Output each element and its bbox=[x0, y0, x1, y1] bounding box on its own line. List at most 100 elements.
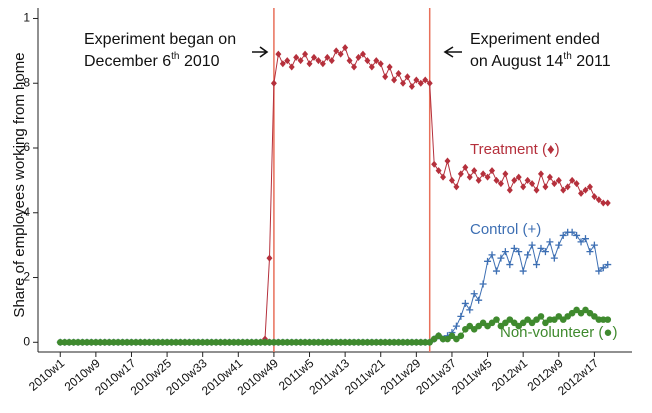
marker bbox=[270, 79, 277, 87]
marker bbox=[533, 186, 540, 194]
marker bbox=[510, 244, 518, 252]
marker bbox=[440, 173, 447, 181]
marker bbox=[266, 254, 273, 262]
y-tick-label: 1 bbox=[23, 11, 30, 25]
marker bbox=[541, 248, 549, 256]
annotation: December 6th 2010 bbox=[84, 51, 220, 71]
marker bbox=[480, 170, 487, 178]
marker bbox=[466, 306, 474, 314]
marker bbox=[435, 167, 442, 175]
y-tick-label: .2 bbox=[20, 270, 30, 284]
marker bbox=[515, 248, 523, 256]
marker bbox=[573, 180, 580, 188]
marker bbox=[591, 193, 598, 201]
marker bbox=[502, 170, 509, 178]
marker bbox=[417, 79, 424, 87]
marker bbox=[324, 53, 331, 61]
marker bbox=[328, 57, 335, 65]
marker bbox=[306, 60, 313, 68]
marker bbox=[457, 332, 465, 340]
marker bbox=[479, 280, 487, 288]
marker bbox=[275, 50, 282, 58]
marker bbox=[489, 167, 496, 175]
marker bbox=[493, 176, 500, 184]
marker bbox=[373, 57, 380, 65]
series-label: Non-volunteer (●) bbox=[500, 324, 617, 341]
marker bbox=[413, 76, 420, 84]
marker bbox=[560, 186, 567, 194]
marker bbox=[302, 50, 309, 58]
marker bbox=[457, 312, 465, 320]
marker bbox=[501, 248, 509, 256]
annotation-text: Experiment ended bbox=[470, 31, 600, 48]
marker bbox=[546, 173, 553, 181]
annotation: Experiment ended bbox=[470, 31, 600, 48]
marker bbox=[568, 228, 576, 236]
series-label: Control (+) bbox=[470, 221, 541, 238]
annotation-text: on August 14 bbox=[470, 53, 564, 70]
annotation-text: 2010 bbox=[180, 53, 220, 70]
marker bbox=[364, 57, 371, 65]
marker bbox=[537, 313, 545, 320]
marker bbox=[288, 63, 295, 71]
annotation-text: 2011 bbox=[572, 53, 611, 70]
marker bbox=[573, 231, 581, 239]
marker bbox=[493, 316, 500, 323]
marker bbox=[377, 60, 384, 68]
annotation-text: December 6 bbox=[84, 53, 171, 70]
y-tick-label: .4 bbox=[20, 205, 30, 219]
marker bbox=[333, 47, 340, 55]
marker bbox=[542, 183, 549, 191]
marker bbox=[492, 267, 500, 275]
marker bbox=[452, 322, 460, 330]
marker bbox=[550, 254, 558, 262]
marker bbox=[408, 82, 415, 90]
marker bbox=[528, 241, 536, 249]
series-label: Treatment (♦) bbox=[470, 141, 560, 158]
y-tick-label: 0 bbox=[23, 334, 30, 348]
marker bbox=[595, 196, 602, 204]
annotation-text: Experiment began on bbox=[84, 31, 236, 48]
marker bbox=[368, 63, 375, 71]
annotation-sup: th bbox=[171, 51, 179, 62]
marker bbox=[533, 261, 541, 269]
marker bbox=[555, 176, 562, 184]
annotation: Experiment began on bbox=[84, 31, 236, 48]
marker bbox=[604, 199, 611, 207]
marker bbox=[564, 183, 571, 191]
marker bbox=[351, 63, 358, 71]
marker bbox=[506, 261, 514, 269]
marker bbox=[319, 60, 326, 68]
marker bbox=[462, 163, 469, 171]
y-tick-label: .6 bbox=[20, 140, 30, 154]
marker bbox=[515, 173, 522, 181]
marker bbox=[524, 176, 531, 184]
marker bbox=[346, 57, 353, 65]
marker bbox=[578, 189, 585, 197]
marker bbox=[422, 76, 429, 84]
annotation-sup: th bbox=[563, 51, 571, 62]
marker bbox=[475, 296, 483, 304]
marker bbox=[582, 186, 589, 194]
marker bbox=[457, 170, 464, 178]
marker bbox=[399, 79, 406, 87]
marker bbox=[382, 73, 389, 81]
marker bbox=[471, 167, 478, 175]
marker bbox=[386, 63, 393, 71]
annotation: on August 14th 2011 bbox=[470, 51, 611, 71]
marker bbox=[559, 231, 567, 239]
marker bbox=[431, 160, 438, 168]
marker bbox=[519, 267, 527, 275]
marker bbox=[391, 76, 398, 84]
marker bbox=[555, 241, 563, 249]
marker bbox=[448, 176, 455, 184]
marker bbox=[506, 186, 513, 194]
arrow bbox=[252, 46, 269, 58]
marker bbox=[404, 73, 411, 81]
marker bbox=[529, 180, 536, 188]
marker bbox=[497, 180, 504, 188]
marker bbox=[466, 173, 473, 181]
marker bbox=[470, 290, 478, 298]
marker bbox=[297, 57, 304, 65]
